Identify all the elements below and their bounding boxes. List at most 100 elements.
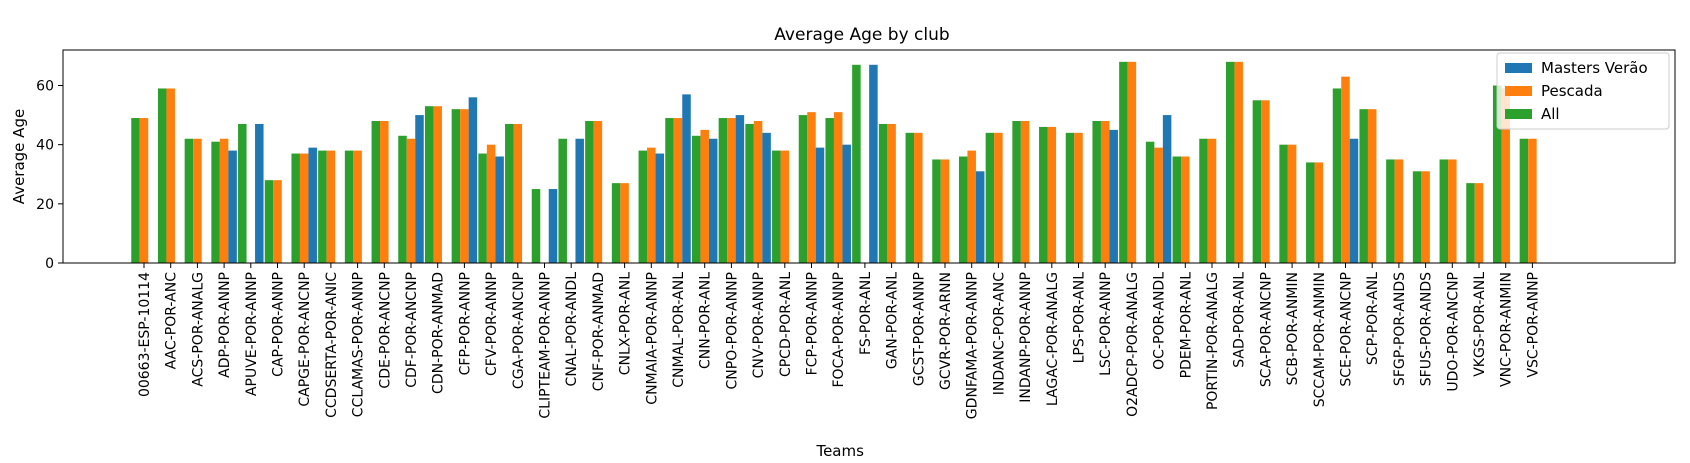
x-tick-label-40: PORTIN-POR-ANALG	[1205, 272, 1221, 410]
bar-all-12	[451, 109, 461, 263]
bar-all-44	[1306, 162, 1315, 263]
x-tick-label-45: SCE-POR-ANCNP	[1339, 272, 1355, 387]
bar-pescada-2	[193, 138, 202, 263]
bars-layer	[131, 61, 1537, 264]
x-tick-label-26: FOCA-POR-ANNP	[831, 272, 847, 388]
bar-all-24	[772, 150, 781, 263]
bar-all-8	[344, 150, 354, 263]
x-tick-label-0: 00663-ESP-10114	[137, 272, 153, 397]
bar-all-37	[1119, 61, 1128, 263]
bar-pescada-47	[1394, 159, 1404, 263]
bar-masters-ver-o-25	[815, 147, 825, 264]
x-tick-label-6: CAPGE-POR-ANCNP	[297, 272, 313, 407]
bar-all-31	[958, 156, 968, 263]
x-tick-label-5: CAP-POR-ANNP	[271, 272, 287, 377]
bar-pescada-33	[1020, 121, 1030, 263]
x-tick-label-18: CNLX-POR-ANL	[618, 272, 634, 375]
bar-all-21	[691, 135, 701, 263]
bar-all-20	[665, 118, 674, 263]
bar-pescada-30	[940, 159, 950, 263]
x-tick-label-16: CNAL-POR-ANDL	[564, 272, 580, 387]
bar-pescada-37	[1127, 61, 1137, 263]
x-tick-label-27: FS-POR-ANL	[858, 272, 874, 355]
legend-label-0: Masters Verão	[1541, 59, 1648, 77]
bar-all-18	[611, 183, 621, 264]
x-tick-label-47: SFGP-POR-ANDS	[1392, 272, 1408, 386]
x-tick-label-52: VSC-POR-ANNP	[1525, 272, 1541, 378]
x-axis-title: Teams	[815, 442, 864, 460]
bar-all-22	[718, 118, 728, 263]
bar-all-4	[238, 123, 247, 264]
bar-pescada-39	[1181, 156, 1190, 263]
bar-all-38	[1145, 141, 1155, 263]
y-axis-title: Average Age	[10, 109, 28, 204]
bar-all-10	[398, 135, 407, 263]
x-tick-label-28: GAN-POR-ANL	[885, 272, 901, 369]
bar-pescada-12	[460, 109, 469, 263]
bar-pescada-32	[994, 132, 1003, 263]
x-tick-label-41: SAD-POR-ANL	[1232, 272, 1248, 368]
bar-all-45	[1332, 88, 1342, 264]
bar-all-29	[905, 132, 915, 263]
bar-all-43	[1279, 144, 1288, 263]
bar-all-52	[1519, 138, 1529, 263]
bar-pescada-34	[1047, 126, 1057, 263]
bar-masters-ver-o-20	[682, 94, 691, 264]
bar-all-3	[211, 141, 220, 263]
bar-pescada-29	[914, 132, 923, 263]
bar-pescada-21	[700, 129, 709, 264]
legend-swatch-2	[1505, 109, 1532, 119]
x-tick-label-4: APUVE-POR-ANNP	[244, 272, 260, 396]
legend-box	[1496, 52, 1670, 130]
y-tick-label-20: 20	[36, 197, 54, 213]
x-tick-label-22: CNPO-POR-ANNP	[724, 272, 740, 389]
x-tick-label-7: CCDSERTA-POR-ANIC	[324, 272, 340, 418]
x-tick-label-21: CNN-POR-ANL	[698, 272, 714, 369]
x-tick-label-36: LSC-POR-ANNP	[1098, 272, 1114, 376]
bar-pescada-25	[807, 112, 816, 264]
bar-masters-ver-o-13	[495, 156, 504, 263]
bar-masters-ver-o-16	[575, 138, 584, 263]
bar-pescada-36	[1100, 121, 1110, 263]
bar-all-19	[638, 150, 648, 263]
bar-pescada-1	[166, 88, 175, 264]
x-tick-label-35: LPS-POR-ANL	[1072, 272, 1088, 364]
bar-pescada-17	[593, 121, 603, 263]
bar-pescada-22	[727, 118, 736, 263]
bar-pescada-23	[753, 121, 763, 263]
bar-all-30	[932, 159, 941, 263]
bar-pescada-52	[1528, 138, 1537, 263]
bar-pescada-19	[647, 147, 656, 264]
x-tick-label-14: CGA-POR-ANCNP	[511, 272, 527, 389]
bar-all-7	[318, 150, 327, 263]
bar-pescada-7	[326, 150, 336, 263]
bar-masters-ver-o-31	[975, 171, 985, 263]
x-tick-label-23: CNV-POR-ANNP	[751, 272, 767, 378]
bar-masters-ver-o-36	[1109, 129, 1118, 264]
bar-all-34	[1039, 126, 1048, 263]
bar-pescada-44	[1314, 162, 1324, 263]
x-tick-label-25: FCP-POR-ANNP	[805, 272, 821, 375]
x-tick-label-30: GCVR-POR-ARNN	[938, 272, 954, 390]
x-tick-label-31: GDNFAMA-POR-ANNP	[965, 272, 981, 419]
bar-pescada-51	[1501, 88, 1510, 264]
bar-all-28	[878, 123, 888, 264]
x-axis: 00663-ESP-10114 AAC-POR-ANC ACS-POR-ANALG A…	[137, 263, 1541, 419]
x-tick-label-44: SCCAM-POR-ANMIN	[1312, 272, 1328, 407]
bar-masters-ver-o-4	[255, 123, 264, 264]
x-tick-label-10: CDF-POR-ANCNP	[404, 272, 420, 388]
bar-pescada-6	[299, 153, 309, 263]
bar-pescada-46	[1367, 109, 1377, 263]
bar-pescada-9	[380, 121, 389, 263]
x-tick-label-19: CNMAIA-POR-ANNP	[644, 272, 660, 405]
bar-pescada-11	[433, 106, 442, 264]
x-tick-label-39: PDEM-POR-ANL	[1178, 272, 1194, 379]
x-tick-label-20: CNMAL-POR-ANL	[671, 272, 687, 388]
x-tick-label-24: CPCD-POR-ANL	[778, 272, 794, 377]
bar-masters-ver-o-23	[762, 132, 771, 263]
legend-label-2: All	[1541, 105, 1560, 123]
bar-pescada-35	[1074, 132, 1083, 263]
bar-masters-ver-o-15	[548, 189, 558, 263]
x-tick-label-12: CFP-POR-ANNP	[457, 272, 473, 375]
